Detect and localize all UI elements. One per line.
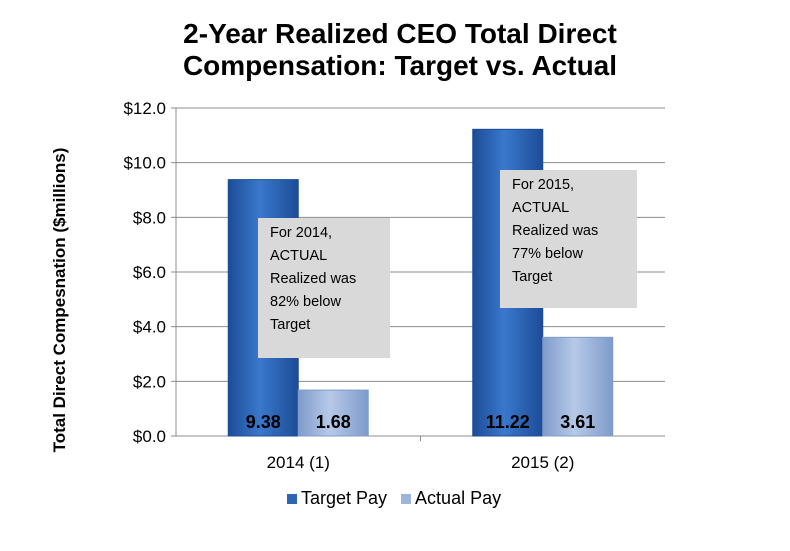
annotation-line: 82% below [270,294,341,310]
x-tick-label: 2014 (1) [267,453,330,472]
y-tick-label: $2.0 [133,372,166,391]
annotation-line: Realized was [512,223,599,239]
annotation-line: Target [512,269,553,285]
data-label: 9.38 [246,412,281,432]
annotation-2014: For 2014, ACTUAL Realized was 82% below Targ… [258,218,390,358]
y-tick-label: $12.0 [123,99,166,118]
legend-item: Target Pay [287,488,387,509]
y-tick-label: $10.0 [123,154,166,173]
legend-label: Actual Pay [415,488,502,508]
annotation-line: For 2014, [270,225,333,241]
y-tick-label: $0.0 [133,427,166,446]
y-tick-label: $8.0 [133,208,166,227]
data-label: 1.68 [316,412,351,432]
annotation-line: Realized was [270,271,357,287]
chart-title: 2-Year Realized CEO Total Direct Compens… [120,18,680,82]
annotation-line: ACTUAL [270,248,328,264]
annotation-line: Target [270,317,311,333]
y-tick-label: $6.0 [133,263,166,282]
chart-title-line-2: Compensation: Target vs. Actual [182,50,618,81]
data-label: 11.22 [486,412,530,432]
legend-label: Target Pay [301,488,388,508]
legend: Target Pay Actual Pay [287,488,515,509]
legend-swatch [401,493,412,504]
x-tick-label: 2015 (2) [511,453,574,472]
bar-actual-pay [297,389,369,437]
annotation-line: ACTUAL [512,200,570,216]
data-label: 3.61 [560,412,595,432]
legend-swatch [287,493,297,504]
legend-item: Actual Pay [401,488,501,509]
bar-actual-pay [542,336,614,437]
annotation-2015: For 2015, ACTUAL Realized was 77% below Targ… [500,170,637,308]
annotation-line: For 2015, [512,177,575,193]
chart-title-line-1: 2-Year Realized CEO Total Direct [183,18,617,49]
annotation-line: 77% below [512,246,583,262]
y-tick-label: $4.0 [133,318,166,337]
